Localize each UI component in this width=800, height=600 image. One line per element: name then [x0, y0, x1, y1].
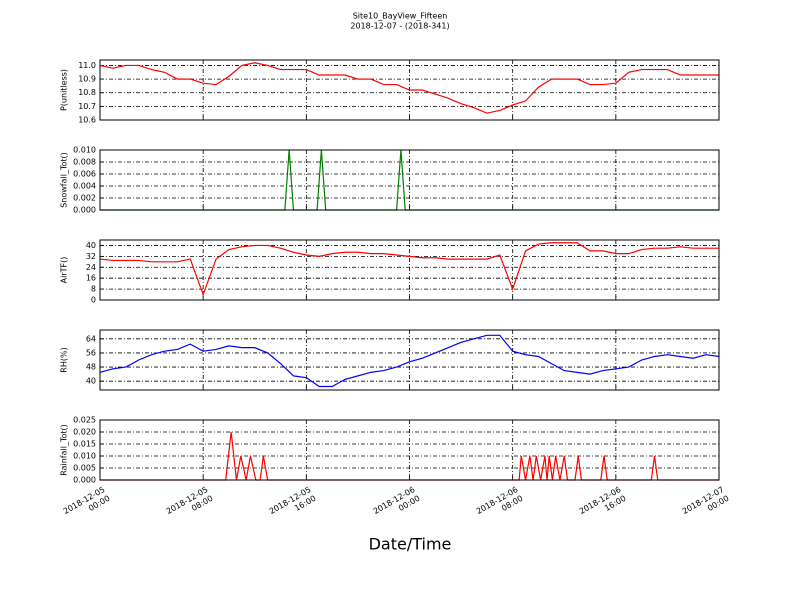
y-tick-label: 0.015 — [73, 440, 96, 449]
data-line — [99, 334, 720, 388]
y-tick-label: 10.7 — [78, 102, 96, 111]
y-tick-label: 0.025 — [73, 416, 96, 425]
y-tick-label: 10.9 — [78, 75, 96, 84]
y-tick-label: 10.8 — [78, 88, 96, 97]
y-tick-label: 64 — [86, 334, 96, 343]
y-axis-label: Rainfall_Tot() — [60, 424, 69, 476]
y-axis-label: AirTF() — [60, 257, 69, 284]
data-line — [100, 431, 719, 481]
y-tick-label: 48 — [86, 363, 96, 372]
y-tick-label: 0.004 — [73, 182, 96, 191]
y-tick-label: 10.6 — [78, 116, 96, 125]
y-tick-label: 32 — [86, 252, 96, 261]
y-tick-label: 16 — [86, 274, 96, 283]
chart-title: Site10_BayView_Fifteen — [353, 12, 448, 21]
y-tick-label: 0.010 — [73, 452, 96, 461]
y-tick-label: 0.010 — [73, 146, 96, 155]
plot-frame — [99, 419, 720, 481]
y-tick-label: 0.006 — [73, 170, 96, 179]
y-tick-label: 40 — [86, 377, 96, 386]
x-axis-label: Date/Time — [369, 535, 452, 554]
plot-frame — [99, 59, 720, 121]
y-tick-label: 0 — [91, 296, 96, 305]
y-tick-label: 0.008 — [73, 158, 96, 167]
y-axis-label: RH(%) — [60, 347, 69, 372]
y-tick-label: 56 — [86, 348, 96, 357]
y-tick-label: 24 — [86, 263, 96, 272]
y-axis-label: P(unitless) — [60, 69, 69, 111]
plot-frame — [99, 329, 720, 391]
y-tick-label: 11.0 — [78, 61, 96, 70]
y-tick-label: 0.005 — [73, 464, 96, 473]
chart-subtitle: 2018-12-07 - (2018-341) — [350, 22, 449, 31]
plot-frame — [99, 149, 720, 211]
y-tick-label: 0.002 — [73, 194, 96, 203]
plot-frame — [99, 239, 720, 301]
data-line — [99, 62, 719, 114]
data-line — [99, 242, 719, 297]
y-tick-label: 8 — [91, 285, 96, 294]
y-axis-label: Snowfall_Tot() — [60, 152, 69, 208]
y-tick-label: 40 — [86, 241, 96, 250]
y-tick-label: 0.000 — [73, 476, 96, 485]
y-tick-label: 0.000 — [73, 206, 96, 215]
y-tick-label: 0.020 — [73, 428, 96, 437]
